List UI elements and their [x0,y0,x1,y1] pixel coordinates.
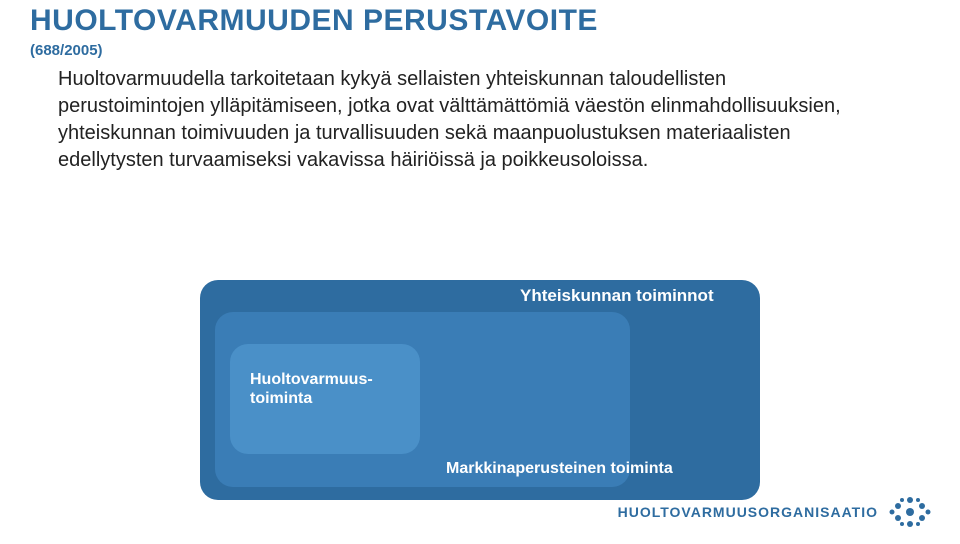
diagram-inner-label: Huoltovarmuus- toiminta [250,370,400,408]
slide: HUOLTOVARMUUDEN PERUSTAVOITE (688/2005) … [0,0,960,544]
diagram-outer-label: Yhteiskunnan toiminnot [520,286,714,306]
logo: HUOLTOVARMUUSORGANISAATIO [618,496,932,528]
body-text: Huoltovarmuudella tarkoitetaan kykyä sel… [58,66,848,174]
diagram-middle-label: Markkinaperusteinen toiminta [446,460,673,478]
nested-diagram: Yhteiskunnan toiminnot Markkinaperustein… [200,280,760,500]
page-title: HUOLTOVARMUUDEN PERUSTAVOITE [30,4,598,38]
logo-text: HUOLTOVARMUUSORGANISAATIO [618,504,878,520]
network-icon [888,496,932,528]
page-subtitle: (688/2005) [30,42,103,59]
